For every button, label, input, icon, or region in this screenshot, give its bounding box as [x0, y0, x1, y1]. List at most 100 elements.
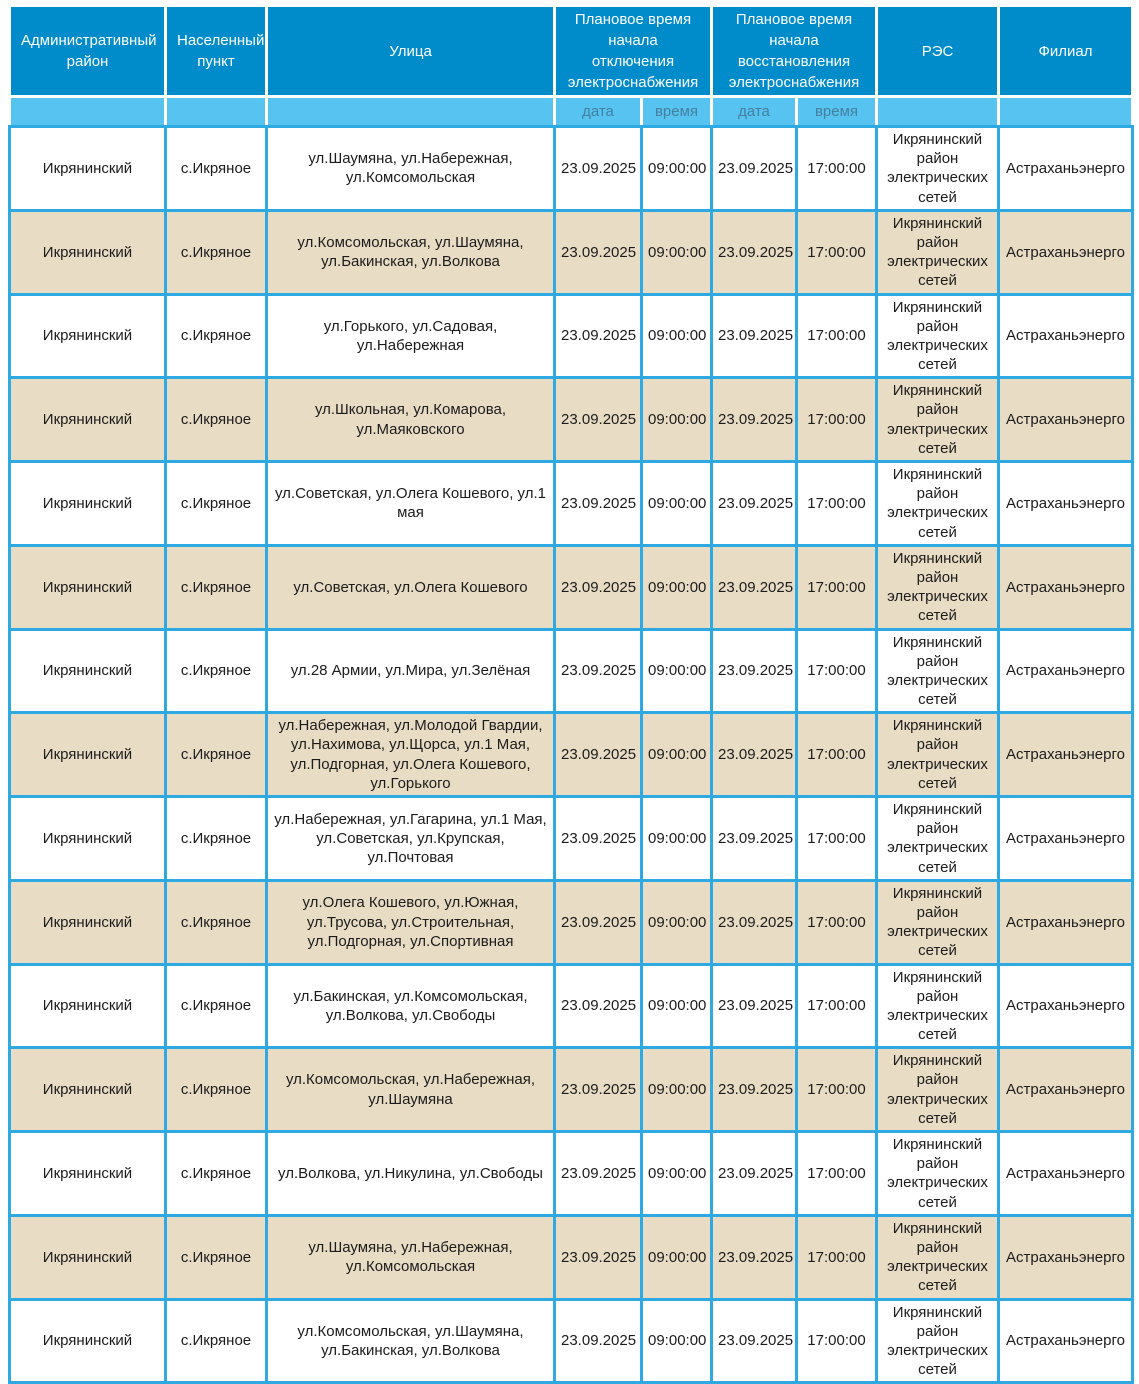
- cell-admin-district: Икрянинский: [8, 292, 167, 380]
- cell-branch: Астраханьэнерго: [997, 460, 1134, 547]
- cell-outage-time: 09:00:00: [640, 125, 713, 212]
- cell-outage-time: 09:00:00: [640, 711, 713, 798]
- cell-settlement: с.Икряное: [164, 1130, 268, 1217]
- cell-branch: Астраханьэнерго: [997, 376, 1134, 463]
- cell-res: Икрянинский район электрических сетей: [875, 1130, 1000, 1217]
- cell-branch: Астраханьэнерго: [997, 878, 1134, 966]
- cell-admin-district: Икрянинский: [8, 711, 167, 798]
- cell-streets: ул.Комсомольская, ул.Шаумяна, ул.Бакинск…: [265, 1297, 556, 1384]
- cell-restore-date: 23.09.2025: [710, 292, 798, 380]
- cell-outage-time: 09:00:00: [640, 627, 713, 715]
- table-body: Икрянинский с.Икряное ул.Шаумяна, ул.Наб…: [8, 125, 1134, 1384]
- cell-res: Икрянинский район электрических сетей: [875, 795, 1000, 882]
- table-row: Икрянинский с.Икряное ул.Комсомольская, …: [8, 1046, 1134, 1133]
- cell-restore-time: 17:00:00: [795, 292, 878, 380]
- cell-restore-date: 23.09.2025: [710, 460, 798, 547]
- cell-restore-time: 17:00:00: [795, 1046, 878, 1133]
- cell-settlement: с.Икряное: [164, 1213, 268, 1301]
- cell-outage-time: 09:00:00: [640, 292, 713, 380]
- cell-streets: ул.Школьная, ул.Комарова, ул.Маяковского: [265, 376, 556, 463]
- cell-streets: ул.Набережная, ул.Молодой Гвардии, ул.На…: [265, 711, 556, 798]
- cell-restore-time: 17:00:00: [795, 125, 878, 212]
- cell-outage-time: 09:00:00: [640, 208, 713, 296]
- table-row: Икрянинский с.Икряное ул.Олега Кошевого,…: [8, 878, 1134, 966]
- cell-res: Икрянинский район электрических сетей: [875, 1213, 1000, 1301]
- cell-outage-time: 09:00:00: [640, 1213, 713, 1301]
- cell-outage-date: 23.09.2025: [553, 543, 643, 631]
- subheader-outage-date: дата: [553, 95, 643, 128]
- cell-outage-date: 23.09.2025: [553, 1213, 643, 1301]
- cell-outage-date: 23.09.2025: [553, 1046, 643, 1133]
- table-row: Икрянинский с.Икряное ул.Комсомольская, …: [8, 1297, 1134, 1384]
- cell-restore-date: 23.09.2025: [710, 878, 798, 966]
- cell-admin-district: Икрянинский: [8, 1297, 167, 1384]
- cell-outage-time: 09:00:00: [640, 962, 713, 1050]
- cell-streets: ул.Комсомольская, ул.Шаумяна, ул.Бакинск…: [265, 208, 556, 296]
- cell-res: Икрянинский район электрических сетей: [875, 1046, 1000, 1133]
- cell-res: Икрянинский район электрических сетей: [875, 125, 1000, 212]
- cell-outage-date: 23.09.2025: [553, 376, 643, 463]
- table-row: Икрянинский с.Икряное ул.Советская, ул.О…: [8, 543, 1134, 631]
- cell-restore-date: 23.09.2025: [710, 1130, 798, 1217]
- cell-settlement: с.Икряное: [164, 711, 268, 798]
- cell-restore-time: 17:00:00: [795, 795, 878, 882]
- cell-outage-date: 23.09.2025: [553, 711, 643, 798]
- cell-settlement: с.Икряное: [164, 125, 268, 212]
- header-outage-group: Плановое время начала отключения электро…: [553, 4, 713, 98]
- subheader-empty-res: [875, 95, 1000, 128]
- cell-outage-time: 09:00:00: [640, 1046, 713, 1133]
- table-row: Икрянинский с.Икряное ул.Шаумяна, ул.Наб…: [8, 125, 1134, 212]
- cell-restore-date: 23.09.2025: [710, 208, 798, 296]
- cell-res: Икрянинский район электрических сетей: [875, 460, 1000, 547]
- cell-outage-time: 09:00:00: [640, 878, 713, 966]
- cell-res: Икрянинский район электрических сетей: [875, 878, 1000, 966]
- cell-streets: ул.Олега Кошевого, ул.Южная, ул.Трусова,…: [265, 878, 556, 966]
- cell-res: Икрянинский район электрических сетей: [875, 376, 1000, 463]
- table-row: Икрянинский с.Икряное ул.Горького, ул.Са…: [8, 292, 1134, 380]
- cell-branch: Астраханьэнерго: [997, 1213, 1134, 1301]
- table-row: Икрянинский с.Икряное ул.28 Армии, ул.Ми…: [8, 627, 1134, 715]
- cell-streets: ул.Горького, ул.Садовая, ул.Набережная: [265, 292, 556, 380]
- cell-settlement: с.Икряное: [164, 460, 268, 547]
- cell-streets: ул.Шаумяна, ул.Набережная, ул.Комсомольс…: [265, 1213, 556, 1301]
- cell-restore-time: 17:00:00: [795, 1213, 878, 1301]
- cell-admin-district: Икрянинский: [8, 460, 167, 547]
- cell-streets: ул.28 Армии, ул.Мира, ул.Зелёная: [265, 627, 556, 715]
- cell-restore-date: 23.09.2025: [710, 1297, 798, 1384]
- cell-outage-date: 23.09.2025: [553, 1297, 643, 1384]
- cell-restore-date: 23.09.2025: [710, 1213, 798, 1301]
- cell-branch: Астраханьэнерго: [997, 711, 1134, 798]
- cell-restore-date: 23.09.2025: [710, 1046, 798, 1133]
- cell-settlement: с.Икряное: [164, 292, 268, 380]
- cell-settlement: с.Икряное: [164, 543, 268, 631]
- cell-outage-time: 09:00:00: [640, 376, 713, 463]
- cell-streets: ул.Волкова, ул.Никулина, ул.Свободы: [265, 1130, 556, 1217]
- cell-admin-district: Икрянинский: [8, 543, 167, 631]
- cell-restore-date: 23.09.2025: [710, 627, 798, 715]
- cell-outage-date: 23.09.2025: [553, 125, 643, 212]
- header-restore-group: Плановое время начала восстановления эле…: [710, 4, 878, 98]
- cell-admin-district: Икрянинский: [8, 376, 167, 463]
- cell-outage-date: 23.09.2025: [553, 627, 643, 715]
- cell-settlement: с.Икряное: [164, 1046, 268, 1133]
- cell-outage-time: 09:00:00: [640, 1297, 713, 1384]
- cell-restore-time: 17:00:00: [795, 1130, 878, 1217]
- cell-outage-time: 09:00:00: [640, 1130, 713, 1217]
- cell-restore-date: 23.09.2025: [710, 543, 798, 631]
- cell-res: Икрянинский район электрических сетей: [875, 962, 1000, 1050]
- cell-streets: ул.Набережная, ул.Гагарина, ул.1 Мая, ул…: [265, 795, 556, 882]
- cell-branch: Астраханьэнерго: [997, 292, 1134, 380]
- header-branch: Филиал: [997, 4, 1134, 98]
- table-row: Икрянинский с.Икряное ул.Набережная, ул.…: [8, 711, 1134, 798]
- cell-settlement: с.Икряное: [164, 208, 268, 296]
- outage-schedule-table: Административный район Населенный пункт …: [8, 4, 1134, 1384]
- table-header: Административный район Населенный пункт …: [8, 4, 1134, 128]
- table-row: Икрянинский с.Икряное ул.Шаумяна, ул.Наб…: [8, 1213, 1134, 1301]
- table-row: Икрянинский с.Икряное ул.Советская, ул.О…: [8, 460, 1134, 547]
- table-row: Икрянинский с.Икряное ул.Бакинская, ул.К…: [8, 962, 1134, 1050]
- cell-restore-time: 17:00:00: [795, 711, 878, 798]
- cell-outage-date: 23.09.2025: [553, 962, 643, 1050]
- cell-res: Икрянинский район электрических сетей: [875, 292, 1000, 380]
- cell-outage-date: 23.09.2025: [553, 208, 643, 296]
- cell-res: Икрянинский район электрических сетей: [875, 1297, 1000, 1384]
